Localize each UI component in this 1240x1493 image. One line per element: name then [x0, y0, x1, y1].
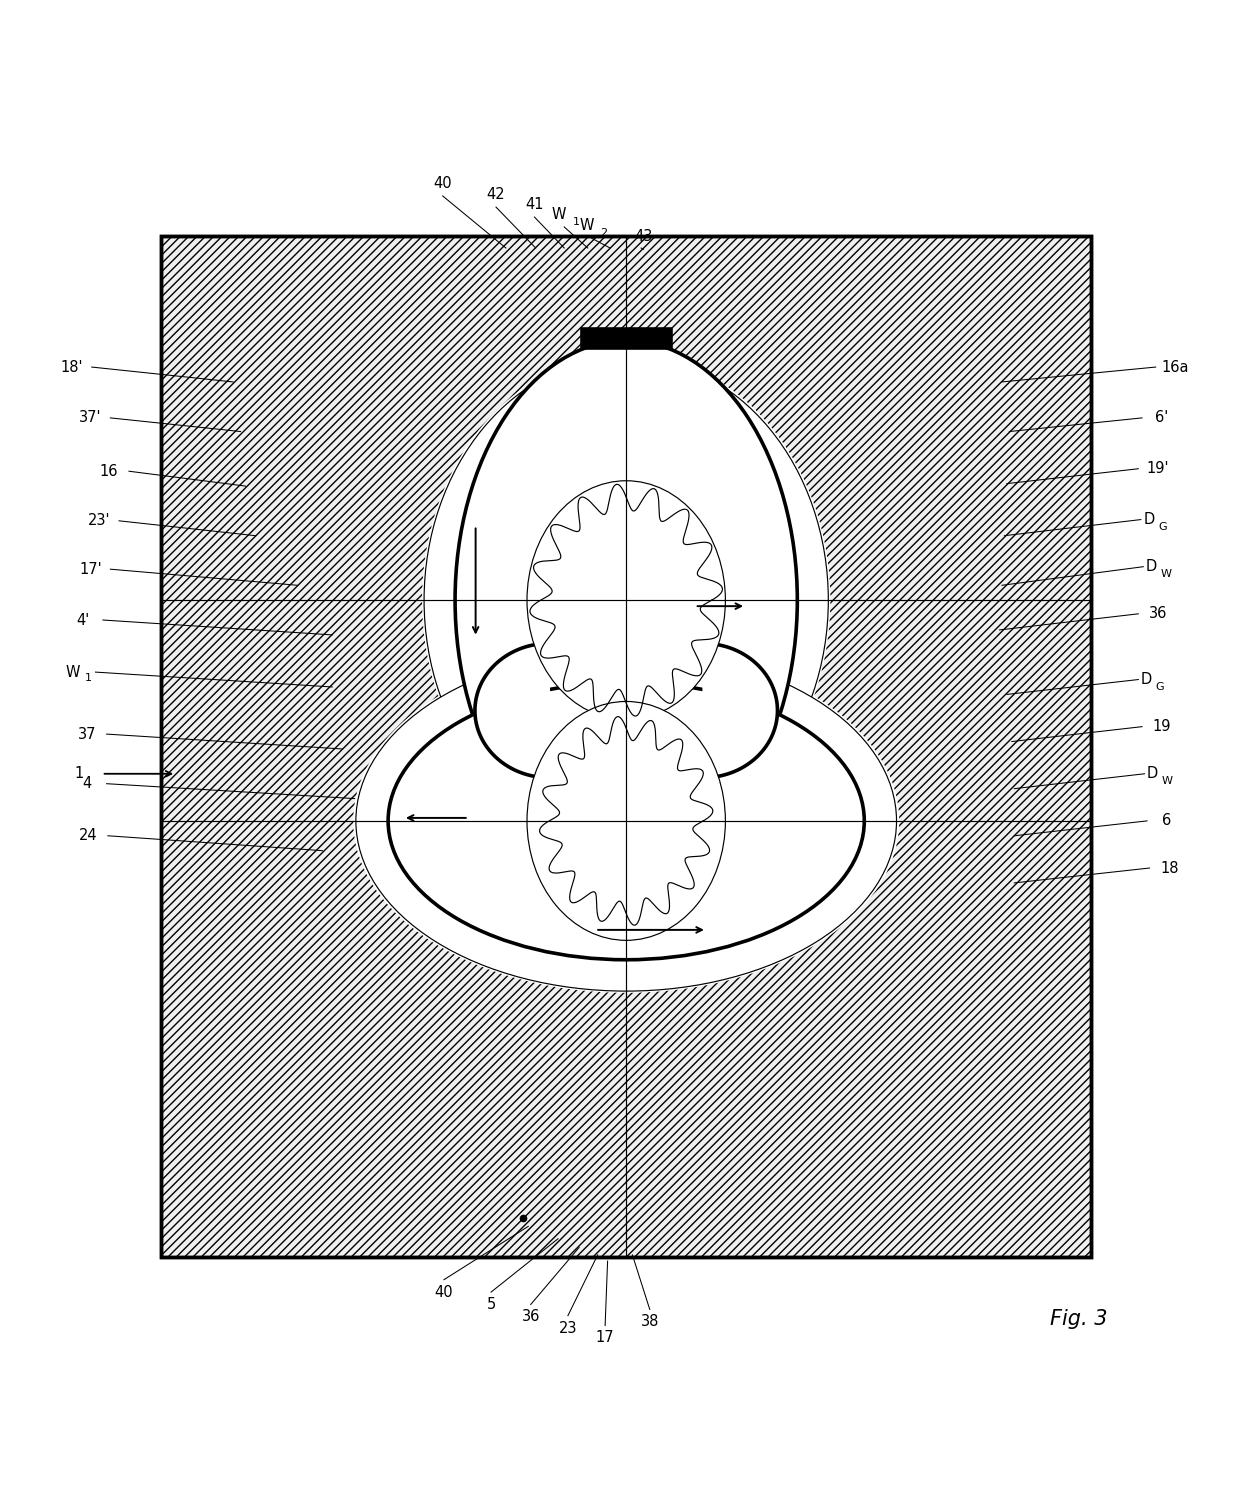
Text: W: W [552, 208, 567, 222]
Ellipse shape [388, 682, 864, 960]
Text: 18': 18' [61, 360, 83, 375]
Text: D: D [1143, 512, 1154, 527]
Text: 6': 6' [1156, 411, 1168, 426]
Bar [161, 236, 1091, 1257]
Text: 16a: 16a [1162, 360, 1189, 375]
Text: W: W [579, 218, 594, 233]
Text: 19': 19' [1147, 461, 1169, 476]
Text: Fig. 3: Fig. 3 [1050, 1309, 1107, 1329]
Text: 1: 1 [74, 766, 84, 781]
Text: D: D [1147, 766, 1158, 781]
Text: 6: 6 [1162, 814, 1172, 829]
Ellipse shape [527, 481, 725, 720]
Text: 43: 43 [635, 230, 652, 245]
Text: 1: 1 [573, 216, 580, 227]
Text: G: G [1156, 682, 1164, 691]
Ellipse shape [527, 702, 725, 941]
Text: D: D [1141, 672, 1152, 687]
Text: 23: 23 [559, 1321, 577, 1336]
Text: W: W [1162, 776, 1173, 787]
Text: 19: 19 [1153, 720, 1171, 735]
Text: 36: 36 [522, 1309, 539, 1324]
Text: 1: 1 [84, 673, 92, 684]
Text: 2: 2 [600, 228, 608, 239]
Text: D: D [1146, 560, 1157, 575]
Text: 37': 37' [79, 411, 102, 426]
Text: 36: 36 [1149, 606, 1167, 621]
Ellipse shape [455, 340, 797, 860]
Text: W: W [1161, 569, 1172, 579]
Bar [161, 236, 1091, 1257]
Ellipse shape [353, 649, 899, 993]
Polygon shape [475, 643, 549, 778]
Text: G: G [1158, 523, 1167, 532]
Text: 4': 4' [77, 612, 89, 627]
Text: 5: 5 [486, 1297, 496, 1312]
Text: 17: 17 [595, 1330, 615, 1345]
Text: 40: 40 [433, 176, 453, 191]
Bar [574, 676, 678, 866]
Bar [582, 328, 671, 348]
Text: W: W [66, 664, 81, 679]
Polygon shape [703, 643, 777, 778]
Text: 17': 17' [79, 561, 102, 576]
Ellipse shape [422, 354, 831, 847]
Text: 38: 38 [641, 1314, 658, 1329]
Text: 40: 40 [434, 1284, 454, 1299]
Text: 42: 42 [486, 187, 506, 202]
Text: 4: 4 [82, 776, 92, 791]
Text: 24: 24 [78, 829, 98, 844]
Text: 23': 23' [88, 514, 110, 529]
Text: 18: 18 [1161, 860, 1178, 875]
Text: 37: 37 [78, 727, 95, 742]
Ellipse shape [356, 651, 897, 991]
Ellipse shape [424, 357, 828, 844]
Text: 16: 16 [100, 464, 118, 479]
Text: 41: 41 [526, 197, 543, 212]
